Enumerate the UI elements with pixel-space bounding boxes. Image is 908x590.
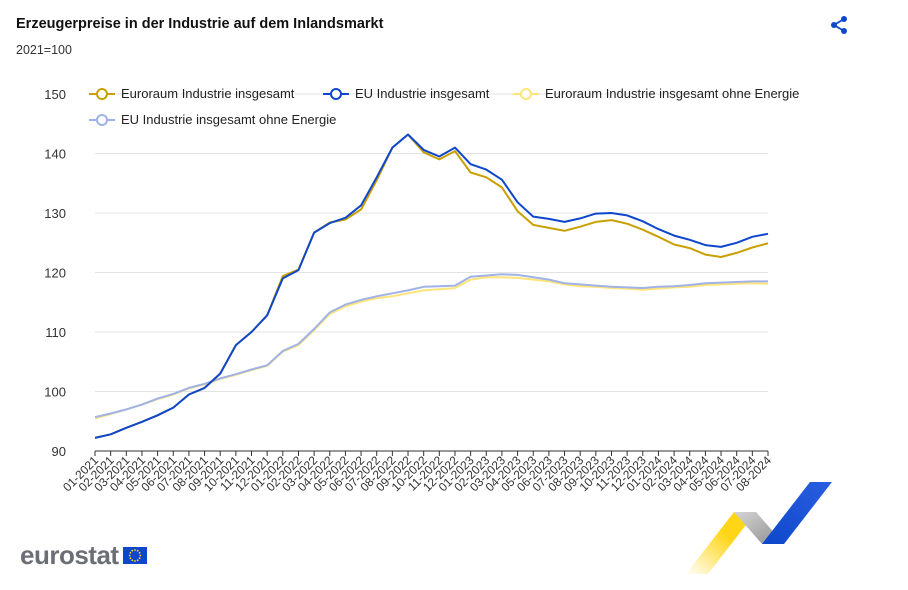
legend-label: Euroraum Industrie insgesamt ohne Energi… <box>545 86 800 101</box>
y-tick-label: 150 <box>44 87 66 102</box>
chart-title: Erzeugerpreise in der Industrie auf dem … <box>16 16 384 32</box>
legend-item[interactable]: Euroraum Industrie insgesamt <box>88 86 294 101</box>
series-line-2 <box>94 133 769 439</box>
legend-label: Euroraum Industrie insgesamt <box>121 86 295 101</box>
legend-label: EU Industrie insgesamt <box>355 86 490 101</box>
series-line-3 <box>94 276 769 420</box>
y-tick-label: 100 <box>44 385 66 400</box>
legend-item[interactable]: EU Industrie insgesamt ohne Energie <box>88 112 336 127</box>
legend-marker-icon <box>513 87 539 100</box>
share-icon[interactable] <box>828 14 850 36</box>
legend-label: EU Industrie insgesamt ohne Energie <box>121 112 337 127</box>
y-tick-label: 90 <box>52 444 66 459</box>
y-tick-label: 120 <box>44 266 66 281</box>
series-line-4 <box>94 273 768 419</box>
legend-marker-icon <box>89 87 115 100</box>
legend-marker-icon <box>323 87 349 100</box>
y-tick-label: 130 <box>44 206 66 221</box>
legend-item[interactable]: Euroraum Industrie insgesamt ohne Energi… <box>512 86 799 101</box>
y-tick-label: 140 <box>44 147 66 162</box>
chart-subtitle: 2021=100 <box>16 43 72 57</box>
eu-flag-icon <box>122 547 147 564</box>
decorative-ribbon <box>686 482 832 574</box>
logo-text: eurostat <box>20 540 119 570</box>
legend-marker-icon <box>89 113 115 126</box>
eurostat-logo: eurostat <box>20 540 147 571</box>
legend-item[interactable]: EU Industrie insgesamt <box>322 86 489 101</box>
y-tick-label: 110 <box>45 325 66 340</box>
